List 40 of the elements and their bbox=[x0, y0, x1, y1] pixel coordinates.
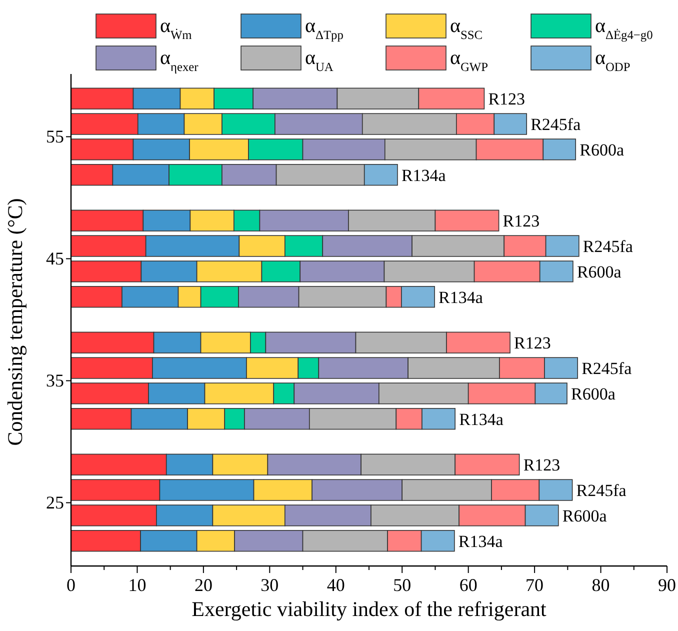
x-tick-label: 90 bbox=[658, 575, 676, 595]
y-tick-label: R134a bbox=[459, 410, 504, 429]
y-tick-label: R245fa bbox=[530, 115, 582, 134]
y-tick-label: R600a bbox=[580, 140, 624, 160]
x-tick-label: 10 bbox=[128, 575, 146, 595]
y-tick-label: R134a bbox=[401, 166, 446, 185]
y-tick-label: R600a bbox=[562, 506, 608, 526]
y-axis-title: Condensing temperature (°C) bbox=[3, 198, 27, 446]
y-tick-label: R123 bbox=[514, 334, 551, 353]
legend-label: α$_{GWP}$ bbox=[450, 47, 488, 74]
x-tick-label: 40 bbox=[326, 575, 345, 595]
legend-label: α$_{Ẇm}$ bbox=[160, 15, 192, 42]
x-tick-label: 70 bbox=[526, 575, 544, 595]
legend-label: α$_{ηexer}$ bbox=[160, 47, 200, 74]
legend-label: α$_{ΔTpp}$ bbox=[305, 15, 344, 42]
y-tick-label: R123 bbox=[523, 456, 560, 475]
x-tick-label: 20 bbox=[194, 575, 212, 595]
y-tick-label: R600a bbox=[571, 384, 616, 404]
y-tick-label: R245fa bbox=[576, 481, 627, 500]
text: 45 bbox=[46, 248, 64, 269]
legend-label: α$_{UA}$ bbox=[305, 47, 334, 74]
y-tick-label: R123 bbox=[488, 90, 526, 109]
x-axis-title: Exergetic viability index of the refrigerant bbox=[192, 597, 547, 621]
legend-label: α$_{SSC}$ bbox=[450, 15, 483, 42]
legend-label: α$_{ODP}$ bbox=[595, 47, 630, 74]
y-tick-label: R600a bbox=[576, 262, 622, 282]
text: 55 bbox=[46, 126, 64, 147]
x-tick-label: 50 bbox=[393, 575, 412, 595]
x-tick-label: 0 bbox=[66, 575, 76, 595]
y-tick-label: R245fa bbox=[582, 237, 634, 256]
x-tick-label: 80 bbox=[592, 575, 610, 595]
x-tick-label: 60 bbox=[459, 575, 478, 595]
y-tick-label: R134a bbox=[458, 532, 504, 551]
legend-label: α$_{ΔĖg4−g0}$ bbox=[595, 15, 653, 42]
y-tick-label: R245fa bbox=[582, 359, 632, 378]
x-tick-label: 30 bbox=[260, 575, 279, 595]
text: 25 bbox=[46, 492, 64, 513]
text: 35 bbox=[46, 370, 64, 391]
y-tick-label: R123 bbox=[502, 212, 540, 231]
y-tick-label: R134a bbox=[438, 288, 484, 307]
